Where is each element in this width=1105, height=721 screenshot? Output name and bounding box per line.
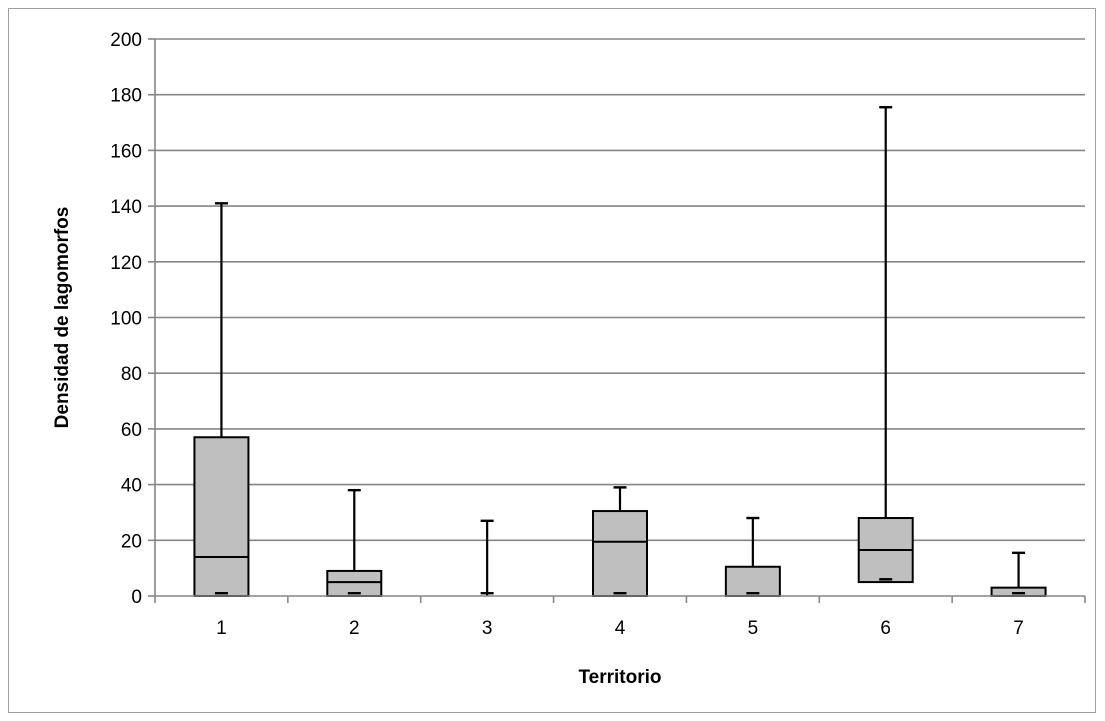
iqr-box-1	[193, 436, 250, 597]
x-tick-label-2: 2	[349, 618, 360, 639]
box-series	[193, 106, 1047, 598]
y-tick-label-160: 160	[110, 141, 142, 162]
box-3	[480, 519, 494, 596]
box-6	[857, 106, 914, 584]
y-axis-ticks: 0 20 40 60 80 100 120 140 160 180 200	[110, 30, 156, 608]
x-tick-label-1: 1	[216, 618, 227, 639]
box-2	[326, 488, 383, 597]
x-tick-label-7: 7	[1013, 618, 1024, 639]
y-tick-label-180: 180	[110, 86, 142, 107]
y-tick-label-100: 100	[110, 309, 142, 330]
x-tick-label-6: 6	[880, 618, 891, 639]
x-tick-label-5: 5	[748, 618, 759, 639]
y-tick-label-60: 60	[121, 420, 142, 441]
y-tick-label-20: 20	[121, 531, 142, 552]
box-4	[592, 486, 648, 597]
x-tick-label-4: 4	[615, 618, 626, 639]
iqr-box-7	[990, 586, 1047, 598]
y-tick-label-0: 0	[131, 587, 142, 608]
box-1	[193, 202, 250, 597]
y-tick-label-40: 40	[121, 476, 142, 497]
y-tick-label-120: 120	[110, 253, 142, 274]
y-tick-label-80: 80	[121, 364, 142, 385]
x-axis-ticks: 1 2 3 4 5 6 7	[154, 596, 1086, 639]
box-7	[990, 551, 1047, 598]
box-5	[724, 516, 781, 598]
x-tick-label-3: 3	[482, 618, 493, 639]
y-axis-title: Densidad de lagomorfos	[52, 207, 73, 429]
iqr-box-5	[724, 565, 781, 598]
gridlines	[155, 38, 1085, 542]
y-tick-label-140: 140	[110, 197, 142, 218]
iqr-box-4	[592, 510, 648, 597]
x-axis-title: Territorio	[578, 667, 661, 688]
y-tick-label-200: 200	[110, 30, 142, 51]
iqr-box-2	[326, 569, 383, 597]
